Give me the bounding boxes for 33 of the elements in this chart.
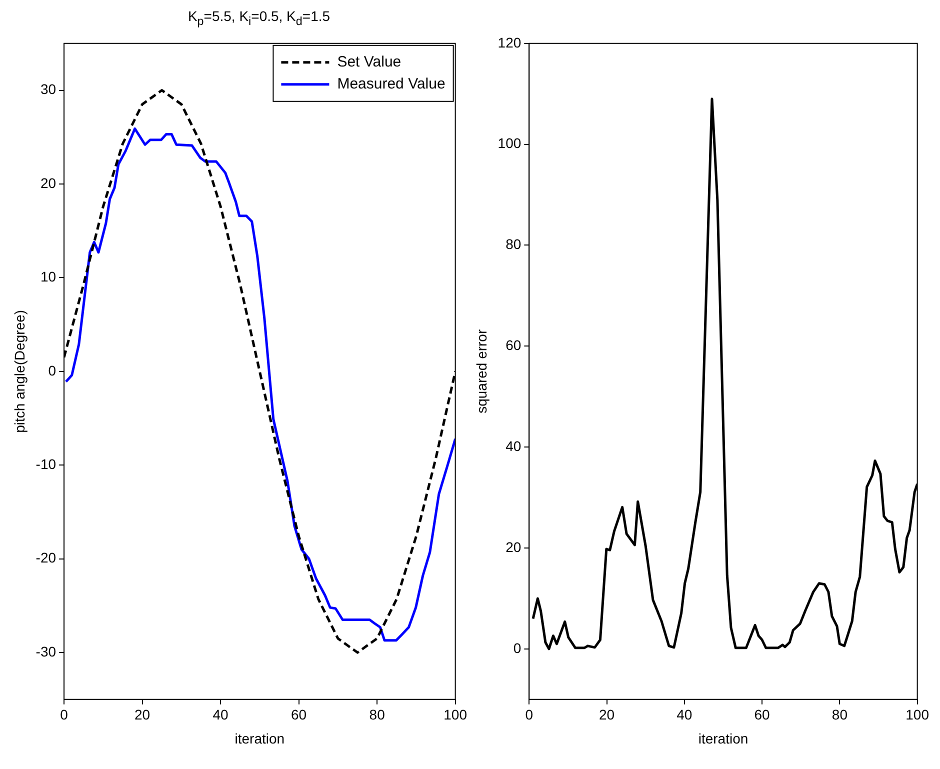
y-axis-title: pitch angle(Degree): [11, 310, 28, 433]
x-axis-title: iteration: [234, 730, 285, 746]
x-tick-label: 0: [60, 706, 68, 723]
x-tick-label: 80: [369, 706, 386, 723]
y-tick-label: 20: [40, 174, 56, 191]
y-axis-title: squared error: [473, 329, 490, 414]
y-tick-label: -30: [36, 643, 56, 660]
y-tick-label: 0: [513, 640, 522, 656]
legend-label: Measured Value: [337, 76, 446, 93]
y-tick-label: 80: [506, 236, 522, 252]
y-tick-label: 40: [506, 438, 522, 454]
y-tick-label: 10: [40, 268, 56, 285]
x-tick-label: 80: [832, 706, 848, 723]
y-tick-label: 60: [506, 337, 522, 354]
y-tick-label: 0: [48, 362, 56, 378]
x-tick-label: 60: [291, 706, 307, 723]
x-tick-label: 100: [444, 706, 468, 723]
x-tick-label: 0: [525, 706, 534, 723]
y-tick-label: 20: [506, 538, 522, 555]
legend-label: Set Value: [337, 54, 402, 71]
x-tick-label: 100: [906, 706, 930, 723]
x-tick-label: 40: [676, 706, 692, 723]
chart-title: K$_{p}$=5.5, K$_{i}$=0.5, K$_{d}$=1.5: [186, 8, 332, 30]
y-tick-label: -10: [36, 456, 56, 472]
x-tick-label: 20: [599, 706, 615, 723]
y-tick-label: 120: [498, 34, 522, 50]
y-tick-label: 100: [498, 135, 522, 152]
x-tick-label: 20: [134, 706, 150, 723]
x-tick-label: 60: [754, 706, 770, 723]
y-tick-label: -20: [36, 550, 56, 566]
x-axis-title: iteration: [698, 730, 748, 746]
y-tick-label: 30: [40, 81, 56, 98]
x-tick-label: 40: [212, 706, 229, 723]
